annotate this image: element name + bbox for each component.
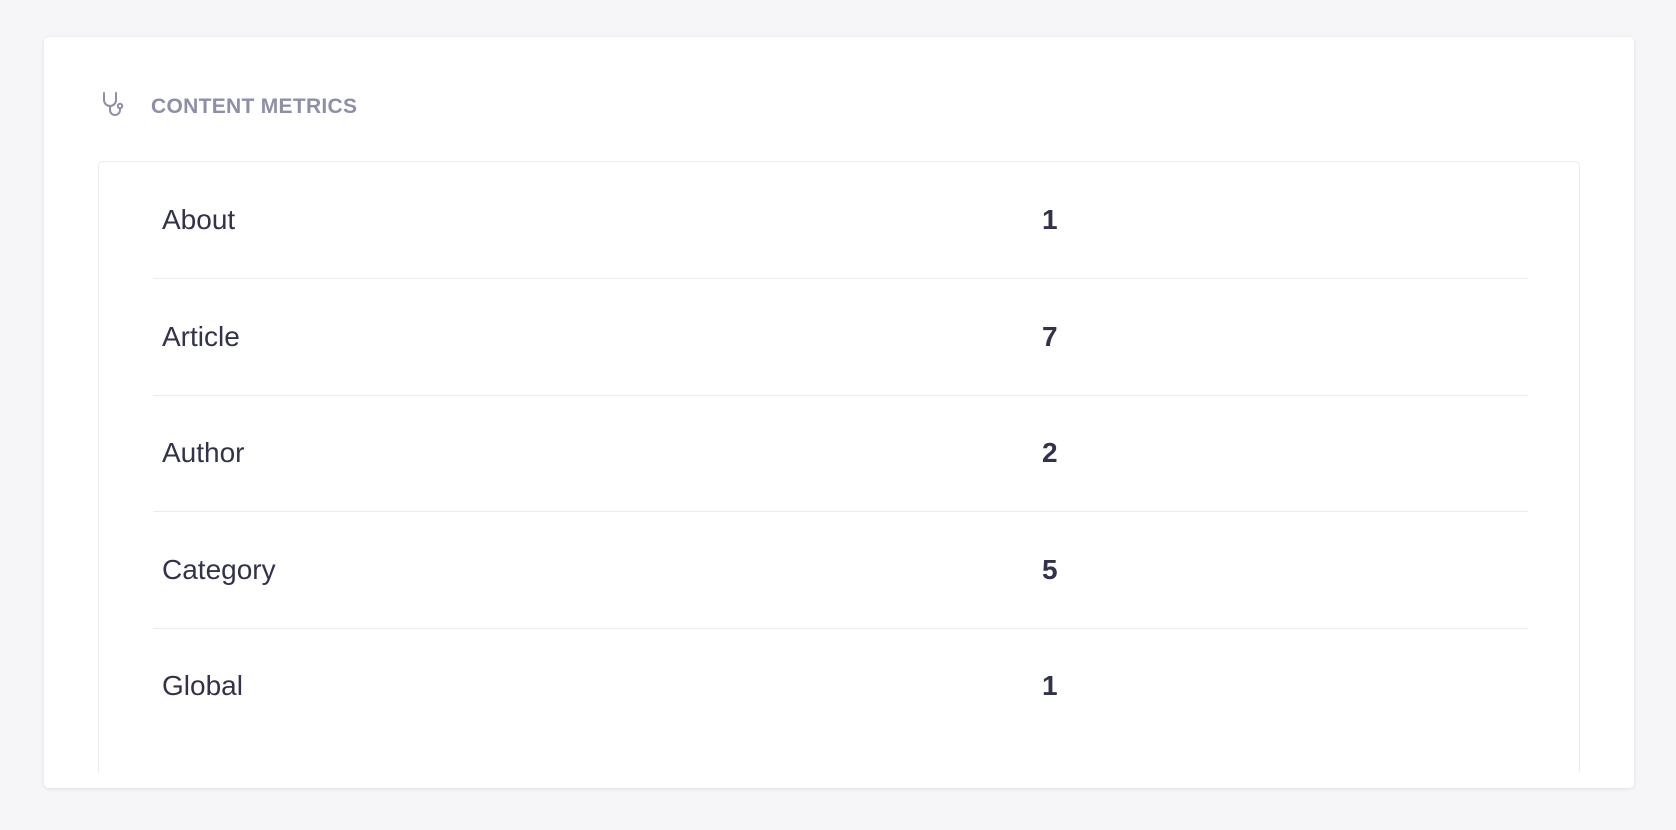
metric-value: 2 xyxy=(1042,437,1058,468)
metric-value: 5 xyxy=(1042,554,1058,585)
metric-row: Global 1 xyxy=(153,628,1528,744)
stethoscope-icon xyxy=(99,90,151,125)
metric-row: Category 5 xyxy=(153,512,1528,629)
metric-label: Global xyxy=(162,670,243,701)
metric-label: Article xyxy=(162,321,240,352)
metric-value: 7 xyxy=(1042,321,1058,352)
metric-row: Article 7 xyxy=(153,279,1528,396)
section-title: Content Metrics xyxy=(151,95,358,118)
metric-value: 1 xyxy=(1042,670,1058,701)
content-metrics-card: Content Metrics About 1 Article 7 Author… xyxy=(44,37,1634,788)
metric-row: Author 2 xyxy=(153,395,1528,512)
metric-row: About 1 xyxy=(153,162,1528,279)
metric-label: About xyxy=(162,204,236,235)
metric-value: 1 xyxy=(1042,204,1058,235)
section-header: Content Metrics xyxy=(99,89,357,125)
metric-label: Author xyxy=(162,437,245,468)
metric-label: Category xyxy=(162,554,276,585)
metrics-table: About 1 Article 7 Author 2 Category 5 Gl… xyxy=(98,161,1580,772)
